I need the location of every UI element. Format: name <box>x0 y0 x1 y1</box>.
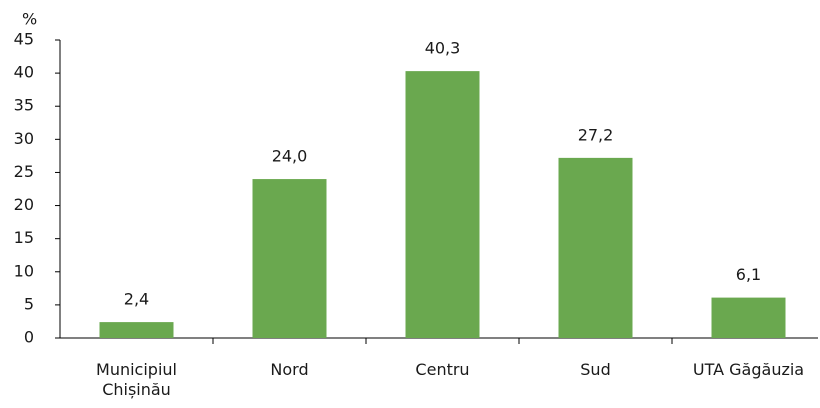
y-tick-label: 20 <box>14 195 34 214</box>
value-label: 27,2 <box>578 125 614 144</box>
x-tick-label: Centru <box>415 360 470 379</box>
bar <box>252 179 327 338</box>
x-tick-label: Sud <box>580 360 611 379</box>
bar <box>99 322 174 338</box>
bar <box>558 157 633 338</box>
y-tick-label: 25 <box>14 162 34 181</box>
value-label: 2,4 <box>124 290 149 309</box>
x-tick-label: Nord <box>270 360 309 379</box>
y-tick-label: 40 <box>14 63 34 82</box>
y-tick-label: 10 <box>14 261 34 280</box>
y-axis-label: % <box>22 10 37 29</box>
y-tick-label: 0 <box>24 328 34 347</box>
bar <box>405 71 480 338</box>
bar <box>711 297 786 338</box>
y-tick-label: 30 <box>14 129 34 148</box>
y-tick-label: 45 <box>14 30 34 49</box>
x-tick-label: Municipiul Chișinău <box>96 360 177 399</box>
value-label: 6,1 <box>736 265 761 284</box>
x-tick-label: UTA Găgăuzia <box>692 360 805 379</box>
y-tick-label: 15 <box>14 228 34 247</box>
value-label: 24,0 <box>272 147 308 166</box>
y-tick-label: 5 <box>24 294 34 313</box>
value-label: 40,3 <box>425 39 461 58</box>
y-tick-label: 35 <box>14 96 34 115</box>
